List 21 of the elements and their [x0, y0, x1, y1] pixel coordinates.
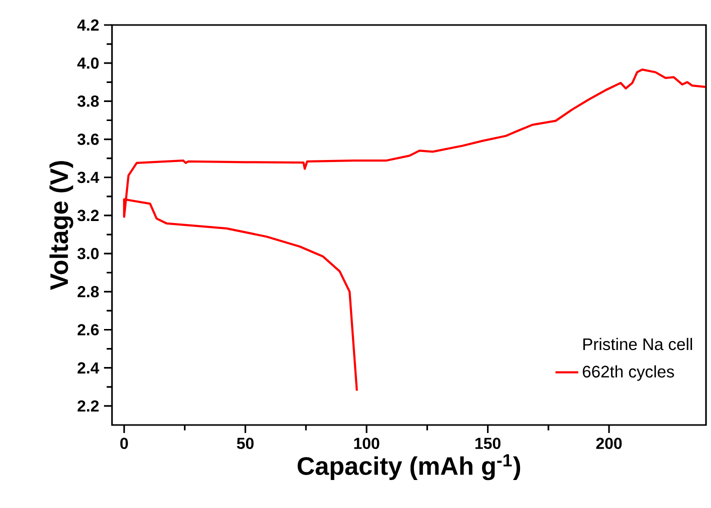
- x-tick-label: 50: [236, 438, 254, 450]
- y-tick-label: 3.6: [77, 134, 99, 145]
- x-tick-label: 0: [120, 438, 128, 450]
- y-tick-label: 2.8: [78, 286, 99, 298]
- legend-title: Pristine Na cell: [583, 338, 692, 350]
- y-tick-label: 3.8: [77, 96, 99, 107]
- x-tick-label: 200: [596, 438, 622, 450]
- y-tick-label: 2.4: [78, 362, 100, 374]
- x-axis-title: Capacity (mAh g$^{-1}$): [298, 454, 520, 480]
- y-tick-label: 3.0: [77, 248, 99, 260]
- x-tick-label: 100: [354, 438, 380, 450]
- y-tick-label: 4.2: [77, 19, 99, 31]
- y-axis-title: Voltage (V): [50, 161, 74, 290]
- x-tick-label: 150: [475, 438, 500, 450]
- y-tick-label: 3.4: [77, 172, 100, 184]
- y-tick-label: 4.0: [77, 57, 99, 69]
- legend-label: 662th cycles: [582, 365, 674, 381]
- y-tick-label: 2.2: [78, 400, 99, 412]
- line-series: [123, 68, 706, 392]
- y-tick-label: 2.6: [78, 324, 99, 336]
- y-tick-label: 3.2: [77, 210, 99, 222]
